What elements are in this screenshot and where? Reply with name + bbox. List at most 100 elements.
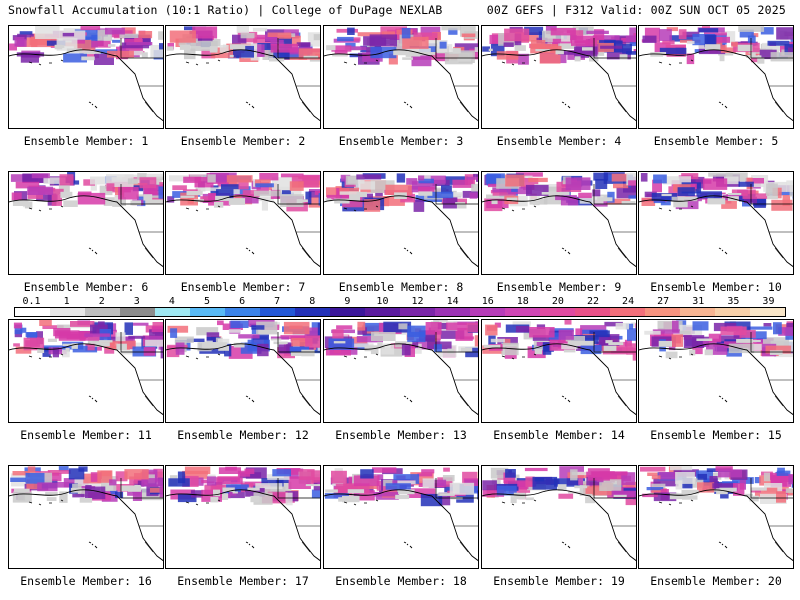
ensemble-member-label: Ensemble Member: 20 xyxy=(650,574,782,588)
snowfall-map xyxy=(166,172,320,268)
snowfall-map xyxy=(482,172,636,268)
snowfall-map xyxy=(9,466,163,562)
snowfall-map xyxy=(639,320,793,416)
snowfall-map xyxy=(9,320,163,416)
colorbar-swatch xyxy=(435,308,470,316)
snowfall-map xyxy=(324,173,478,268)
ensemble-map-panel xyxy=(323,25,479,129)
colorbar-tick-label: 35 xyxy=(727,296,740,307)
ensemble-member-label: Ensemble Member: 10 xyxy=(650,280,782,294)
ensemble-map-panel xyxy=(638,465,794,569)
ensemble-map-panel xyxy=(323,319,479,423)
ensemble-member-label: Ensemble Member: 2 xyxy=(180,134,306,148)
ensemble-map-panel xyxy=(323,171,479,275)
ensemble-map-panel xyxy=(165,25,321,129)
snowfall-map xyxy=(166,320,320,416)
colorbar-swatch xyxy=(85,308,120,316)
colorbar-swatch xyxy=(680,308,715,316)
snowfall-map xyxy=(639,26,793,122)
ensemble-member-label: Ensemble Member: 18 xyxy=(335,574,467,588)
ensemble-member-label: Ensemble Member: 9 xyxy=(496,280,622,294)
colorbar-labels: 0.1 1 2 3 4 5 6 7 8 9 10 12 14 16 18 20 22 24 27 31 35 39 xyxy=(14,296,786,308)
colorbar-tick-label: 18 xyxy=(516,296,529,307)
colorbar-swatch xyxy=(540,308,575,316)
colorbar-swatch xyxy=(50,308,85,316)
snowfall-map xyxy=(324,26,478,122)
colorbar-swatch xyxy=(120,308,155,316)
snowfall-map xyxy=(9,172,163,268)
colorbar-swatch xyxy=(295,308,330,316)
colorbar-swatch xyxy=(715,308,750,316)
colorbar-tick-label: 6 xyxy=(239,296,246,307)
ensemble-member-label: Ensemble Member: 6 xyxy=(23,280,149,294)
colorbar-tick-label: 20 xyxy=(551,296,564,307)
ensemble-member-label: Ensemble Member: 5 xyxy=(653,134,779,148)
ensemble-map-panel xyxy=(481,319,637,423)
colorbar-tick-label: 2 xyxy=(98,296,105,307)
ensemble-map-panel xyxy=(8,25,164,129)
ensemble-map-panel xyxy=(8,171,164,275)
colorbar-tick-label: 7 xyxy=(274,296,281,307)
colorbar-tick-label: 10 xyxy=(376,296,389,307)
snowfall-colorbar xyxy=(14,307,786,317)
colorbar-tick-label: 27 xyxy=(657,296,670,307)
colorbar-swatch xyxy=(15,308,50,316)
colorbar-tick-label: 14 xyxy=(446,296,459,307)
ensemble-member-label: Ensemble Member: 17 xyxy=(177,574,309,588)
snowfall-map xyxy=(324,467,478,562)
ensemble-member-label: Ensemble Member: 13 xyxy=(335,428,467,442)
ensemble-member-label: Ensemble Member: 11 xyxy=(20,428,152,442)
colorbar-swatch xyxy=(470,308,505,316)
colorbar-swatch xyxy=(225,308,260,316)
snowfall-map xyxy=(324,320,478,416)
colorbar-swatch xyxy=(505,308,540,316)
ensemble-member-label: Ensemble Member: 15 xyxy=(650,428,782,442)
colorbar-tick-label: 4 xyxy=(168,296,175,307)
colorbar-tick-label: 16 xyxy=(481,296,494,307)
colorbar-tick-label: 1 xyxy=(63,296,70,307)
colorbar-swatch xyxy=(365,308,400,316)
colorbar-swatch xyxy=(155,308,190,316)
colorbar-swatch xyxy=(190,308,225,316)
colorbar-tick-label: 24 xyxy=(622,296,635,307)
colorbar-tick-label: 0.1 xyxy=(22,296,41,307)
ensemble-map-panel xyxy=(638,25,794,129)
ensemble-map-panel xyxy=(481,171,637,275)
ensemble-map-panel xyxy=(481,25,637,129)
ensemble-member-label: Ensemble Member: 19 xyxy=(493,574,625,588)
snowfall-map xyxy=(639,466,793,562)
ensemble-member-label: Ensemble Member: 8 xyxy=(338,280,464,294)
colorbar-tick-label: 22 xyxy=(586,296,600,307)
snowfall-map xyxy=(639,172,793,268)
snowfall-map xyxy=(166,26,320,122)
snowfall-map xyxy=(9,26,163,122)
colorbar-tick-label: 9 xyxy=(344,296,351,307)
colorbar-tick-label: 3 xyxy=(133,296,140,307)
snowfall-map xyxy=(482,320,636,416)
snowfall-map xyxy=(166,466,320,562)
colorbar-tick-label: 8 xyxy=(309,296,316,307)
ensemble-map-panel xyxy=(8,319,164,423)
colorbar-swatch xyxy=(330,308,365,316)
ensemble-member-label: Ensemble Member: 16 xyxy=(20,574,152,588)
ensemble-member-label: Ensemble Member: 4 xyxy=(496,134,622,148)
snowfall-map xyxy=(482,466,636,562)
colorbar-swatch xyxy=(750,308,785,316)
colorbar-tick-label: 5 xyxy=(203,296,211,307)
colorbar-swatch xyxy=(400,308,435,316)
ensemble-map-panel xyxy=(165,465,321,569)
ensemble-member-label: Ensemble Member: 14 xyxy=(493,428,625,442)
chart-title: Snowfall Accumulation (10:1 Ratio) | Col… xyxy=(8,3,443,17)
ensemble-map-panel xyxy=(165,319,321,423)
ensemble-map-panel xyxy=(481,465,637,569)
colorbar-tick-label: 39 xyxy=(762,296,775,307)
ensemble-member-label: Ensemble Member: 3 xyxy=(338,134,464,148)
colorbar-tick-label: 12 xyxy=(411,296,424,307)
colorbar-swatch xyxy=(575,308,610,316)
ensemble-member-label: Ensemble Member: 12 xyxy=(177,428,309,442)
ensemble-map-panel xyxy=(323,465,479,569)
ensemble-member-label: Ensemble Member: 7 xyxy=(180,280,306,294)
colorbar-swatch xyxy=(610,308,645,316)
colorbar-tick-label: 31 xyxy=(692,296,705,307)
ensemble-map-panel xyxy=(638,171,794,275)
